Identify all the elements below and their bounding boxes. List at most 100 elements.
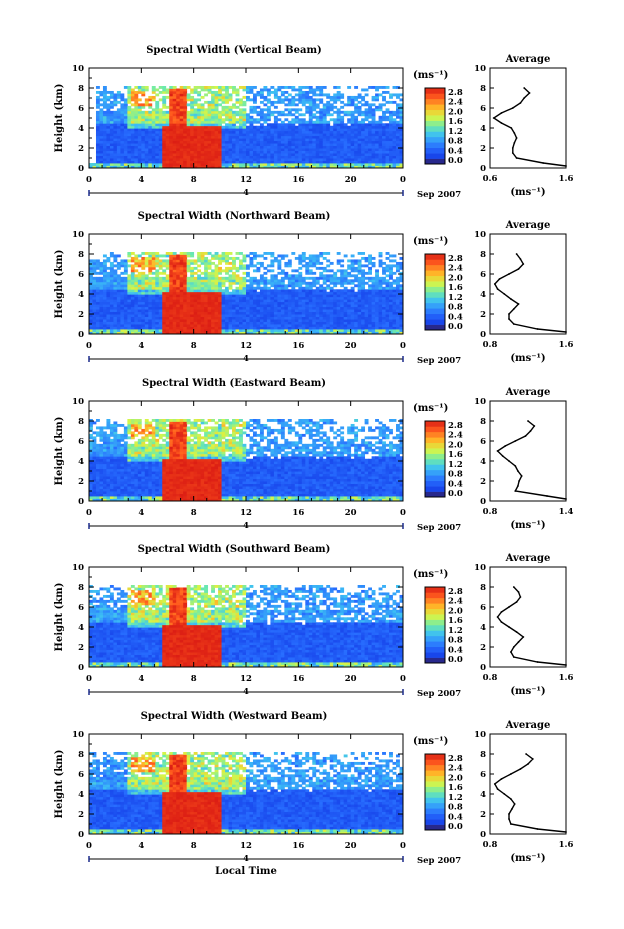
average-y-tick-label: 6 xyxy=(480,104,486,114)
heatmap-cell xyxy=(137,160,142,164)
heatmap-cell xyxy=(95,155,100,159)
heatmap-cell xyxy=(130,98,135,102)
heatmap-cell xyxy=(144,125,149,129)
heatmap-cell xyxy=(364,148,369,151)
heatmap-cell xyxy=(301,130,306,134)
heatmap-cell xyxy=(252,100,257,104)
heatmap-cell xyxy=(169,286,174,290)
heatmap-cell xyxy=(319,115,324,119)
heatmap-cell xyxy=(249,123,254,127)
heatmap-cell xyxy=(211,110,215,114)
heatmap-cell xyxy=(382,90,386,94)
heatmap-cell xyxy=(106,143,111,147)
heatmap-cell xyxy=(322,105,327,109)
heatmap-cell xyxy=(144,110,149,114)
heatmap-cell xyxy=(151,314,156,317)
heatmap-cell xyxy=(162,143,167,147)
heatmap-cell xyxy=(172,304,177,308)
heatmap-cell xyxy=(340,118,345,122)
heatmap-cell xyxy=(99,299,104,303)
heatmap-cell xyxy=(165,279,170,283)
heatmap-cell xyxy=(277,331,282,335)
heatmap-cell xyxy=(399,118,404,122)
heatmap-cell xyxy=(385,123,390,127)
heatmap-cell xyxy=(225,150,229,154)
heatmap-cell xyxy=(396,113,400,117)
heatmap-cell xyxy=(259,321,264,325)
heatmap-cell xyxy=(179,125,184,129)
heatmap-cell xyxy=(179,329,184,332)
heatmap-cell xyxy=(298,95,303,99)
heatmap-cell xyxy=(287,261,292,265)
heatmap-cell xyxy=(225,118,229,122)
heatmap-cell xyxy=(179,150,184,154)
heatmap-cell xyxy=(228,291,233,295)
heatmap-cell xyxy=(301,301,306,305)
heatmap-cell xyxy=(242,133,247,137)
heatmap-cell xyxy=(214,254,219,258)
heatmap-cell xyxy=(333,276,338,280)
heatmap-cell xyxy=(176,311,181,315)
heatmap-cell xyxy=(266,281,271,285)
heatmap-cell xyxy=(89,266,93,270)
heatmap-cell xyxy=(239,311,243,315)
heatmap-cell xyxy=(308,163,313,166)
heatmap-cell xyxy=(113,271,118,275)
heatmap-cell xyxy=(193,148,198,151)
heatmap-cell xyxy=(221,319,226,322)
heatmap-cell xyxy=(399,98,404,102)
heatmap-cell xyxy=(242,301,247,305)
heatmap-cell xyxy=(277,254,282,258)
heatmap-cell xyxy=(246,296,250,300)
heatmap-cell xyxy=(221,135,226,139)
heatmap-cell xyxy=(176,314,181,317)
heatmap-cell xyxy=(141,294,146,298)
heatmap-cell xyxy=(144,118,149,122)
heatmap-cell xyxy=(287,143,292,147)
heatmap-cell xyxy=(246,160,250,164)
heatmap-cell xyxy=(340,279,345,283)
heatmap-cell xyxy=(277,100,282,104)
heatmap-cell xyxy=(280,289,285,293)
heatmap-cell xyxy=(172,296,177,300)
heatmap-cell xyxy=(165,133,170,137)
heatmap-cell xyxy=(280,254,285,258)
heatmap-cell xyxy=(280,269,285,273)
heatmap-cell xyxy=(298,130,303,134)
heatmap-cell xyxy=(326,259,331,263)
heatmap-cell xyxy=(130,284,135,288)
heatmap-cell xyxy=(287,138,292,142)
heatmap-cell xyxy=(134,148,139,151)
heatmap-cell xyxy=(232,319,236,322)
heatmap-cell xyxy=(364,301,369,305)
heatmap-cell xyxy=(186,279,191,283)
heatmap-cell xyxy=(382,140,386,144)
heatmap-cell xyxy=(228,108,233,112)
heatmap-cell xyxy=(298,86,303,89)
heatmap-cell xyxy=(95,125,100,129)
heatmap-cell xyxy=(200,143,205,147)
heatmap-cell xyxy=(270,279,275,283)
heatmap-cell xyxy=(179,281,184,285)
heatmap-cell xyxy=(389,135,393,139)
heatmap-cell xyxy=(350,286,355,290)
heatmap-cell xyxy=(284,324,289,327)
heatmap-cell xyxy=(144,301,149,305)
heatmap-cell xyxy=(190,304,195,308)
heatmap-cell xyxy=(197,324,202,327)
heatmap-cell xyxy=(127,291,132,295)
heatmap-cell xyxy=(242,148,247,151)
heatmap-cell xyxy=(239,110,243,114)
heatmap-cell xyxy=(172,113,177,117)
heatmap-cell xyxy=(151,291,156,295)
heatmap-cell xyxy=(197,326,202,330)
heatmap-cell xyxy=(368,108,372,112)
heatmap-cell xyxy=(252,304,257,308)
heatmap-cell xyxy=(190,274,195,278)
heatmap-cell xyxy=(123,269,128,273)
heatmap-cell xyxy=(249,86,254,89)
heatmap-cell xyxy=(235,155,240,159)
heatmap-cell xyxy=(127,115,132,119)
heatmap-cell xyxy=(225,301,229,305)
heatmap-cell xyxy=(249,329,254,332)
